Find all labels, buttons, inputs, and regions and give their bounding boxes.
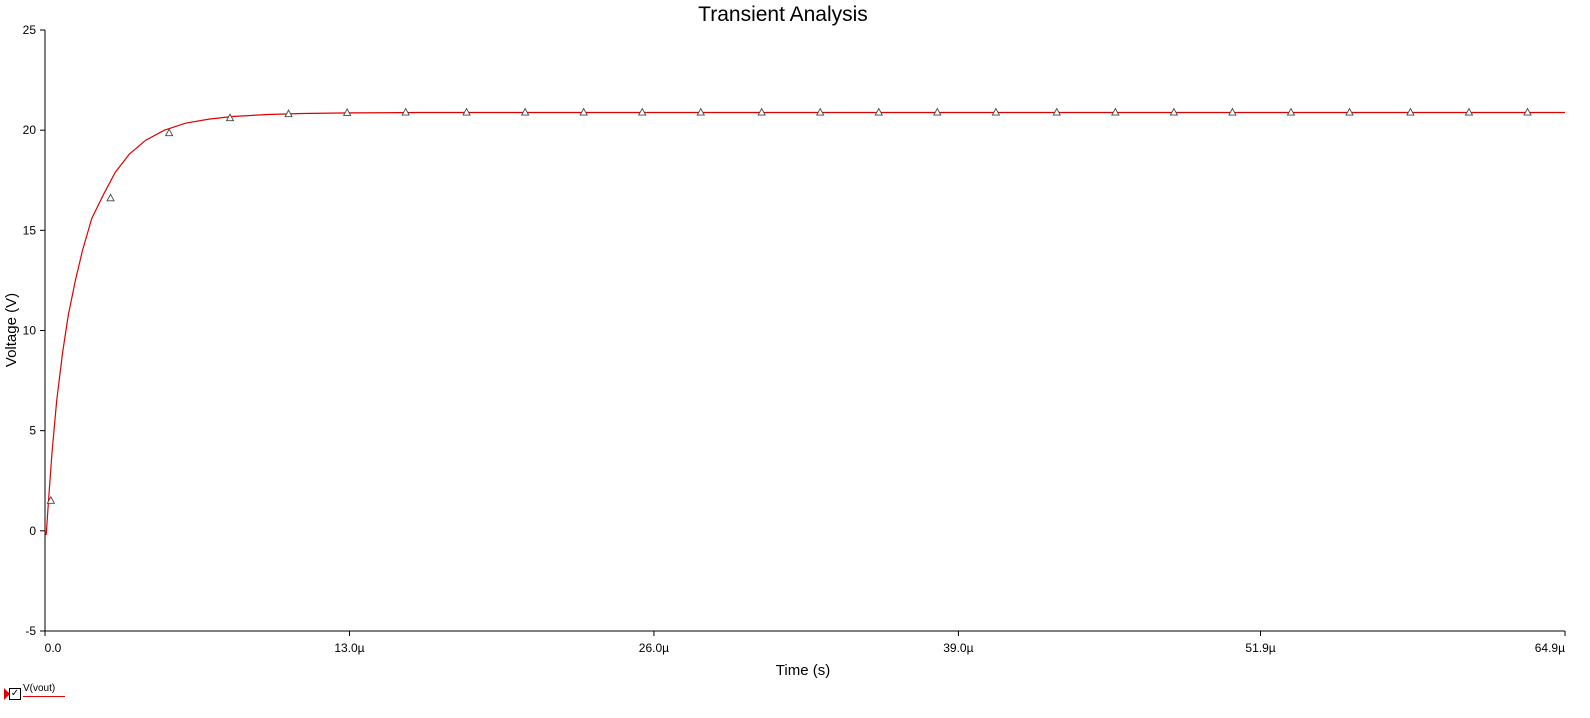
data-point-marker — [1345, 107, 1354, 116]
y-tick-label: 25 — [23, 23, 37, 37]
data-point-marker — [1228, 107, 1237, 116]
data-point-marker — [757, 107, 766, 116]
x-axis-ticks: 0.0 13.0µ 26.0µ 39.0µ 51.9µ 64.9µ — [44, 631, 1566, 655]
chart-title: Transient Analysis — [698, 3, 868, 26]
series-line-vout — [44, 111, 1565, 535]
data-point-marker — [284, 109, 293, 118]
series-layer — [44, 111, 1565, 535]
data-point-marker — [1052, 107, 1062, 116]
x-tick-label: 39.0µ — [943, 641, 973, 655]
x-axis-label: Time (s) — [776, 662, 830, 679]
data-point-marker — [225, 113, 235, 122]
data-point-marker — [462, 107, 471, 116]
x-tick-label: 26.0µ — [639, 641, 669, 655]
legend-entry-label: V(vout) — [23, 683, 56, 694]
data-point-marker — [342, 107, 352, 116]
data-point-marker — [579, 107, 588, 116]
data-point-marker — [46, 495, 56, 504]
marker-layer — [46, 107, 1532, 504]
data-point-marker — [1406, 107, 1415, 116]
y-tick-label: 0 — [29, 524, 36, 538]
y-axis-ticks: -5 0 5 10 15 20 25 — [23, 23, 45, 638]
x-tick-label: 51.9µ — [1245, 641, 1275, 655]
x-tick-label: 64.9µ — [1535, 641, 1565, 655]
data-point-marker — [1464, 107, 1474, 116]
data-point-marker — [164, 128, 174, 137]
data-point-marker — [696, 107, 706, 116]
y-tick-label: -5 — [25, 624, 36, 638]
data-point-marker — [520, 107, 530, 116]
y-tick-label: 10 — [23, 324, 37, 338]
legend[interactable]: ✓ V(vout) — [4, 683, 74, 703]
data-point-marker — [1523, 107, 1532, 116]
legend-marker-icon — [4, 688, 10, 700]
y-tick-label: 15 — [23, 223, 37, 237]
x-tick-label: 13.0µ — [334, 641, 364, 655]
data-point-marker — [815, 107, 825, 116]
y-axis-label: Voltage (V) — [3, 293, 20, 367]
data-point-marker — [637, 107, 647, 116]
data-point-marker — [991, 107, 1001, 116]
data-point-marker — [933, 107, 942, 116]
data-point-marker — [874, 107, 884, 116]
data-point-marker — [1286, 107, 1296, 116]
data-point-marker — [1111, 107, 1120, 116]
data-point-marker — [401, 107, 410, 116]
legend-checkbox[interactable]: ✓ — [9, 688, 21, 700]
legend-line-swatch — [23, 696, 65, 697]
y-tick-label: 20 — [23, 123, 37, 137]
x-tick-label: 0.0 — [45, 641, 62, 655]
data-point-marker — [1169, 107, 1179, 116]
data-point-marker — [106, 193, 115, 202]
y-tick-label: 5 — [29, 424, 36, 438]
